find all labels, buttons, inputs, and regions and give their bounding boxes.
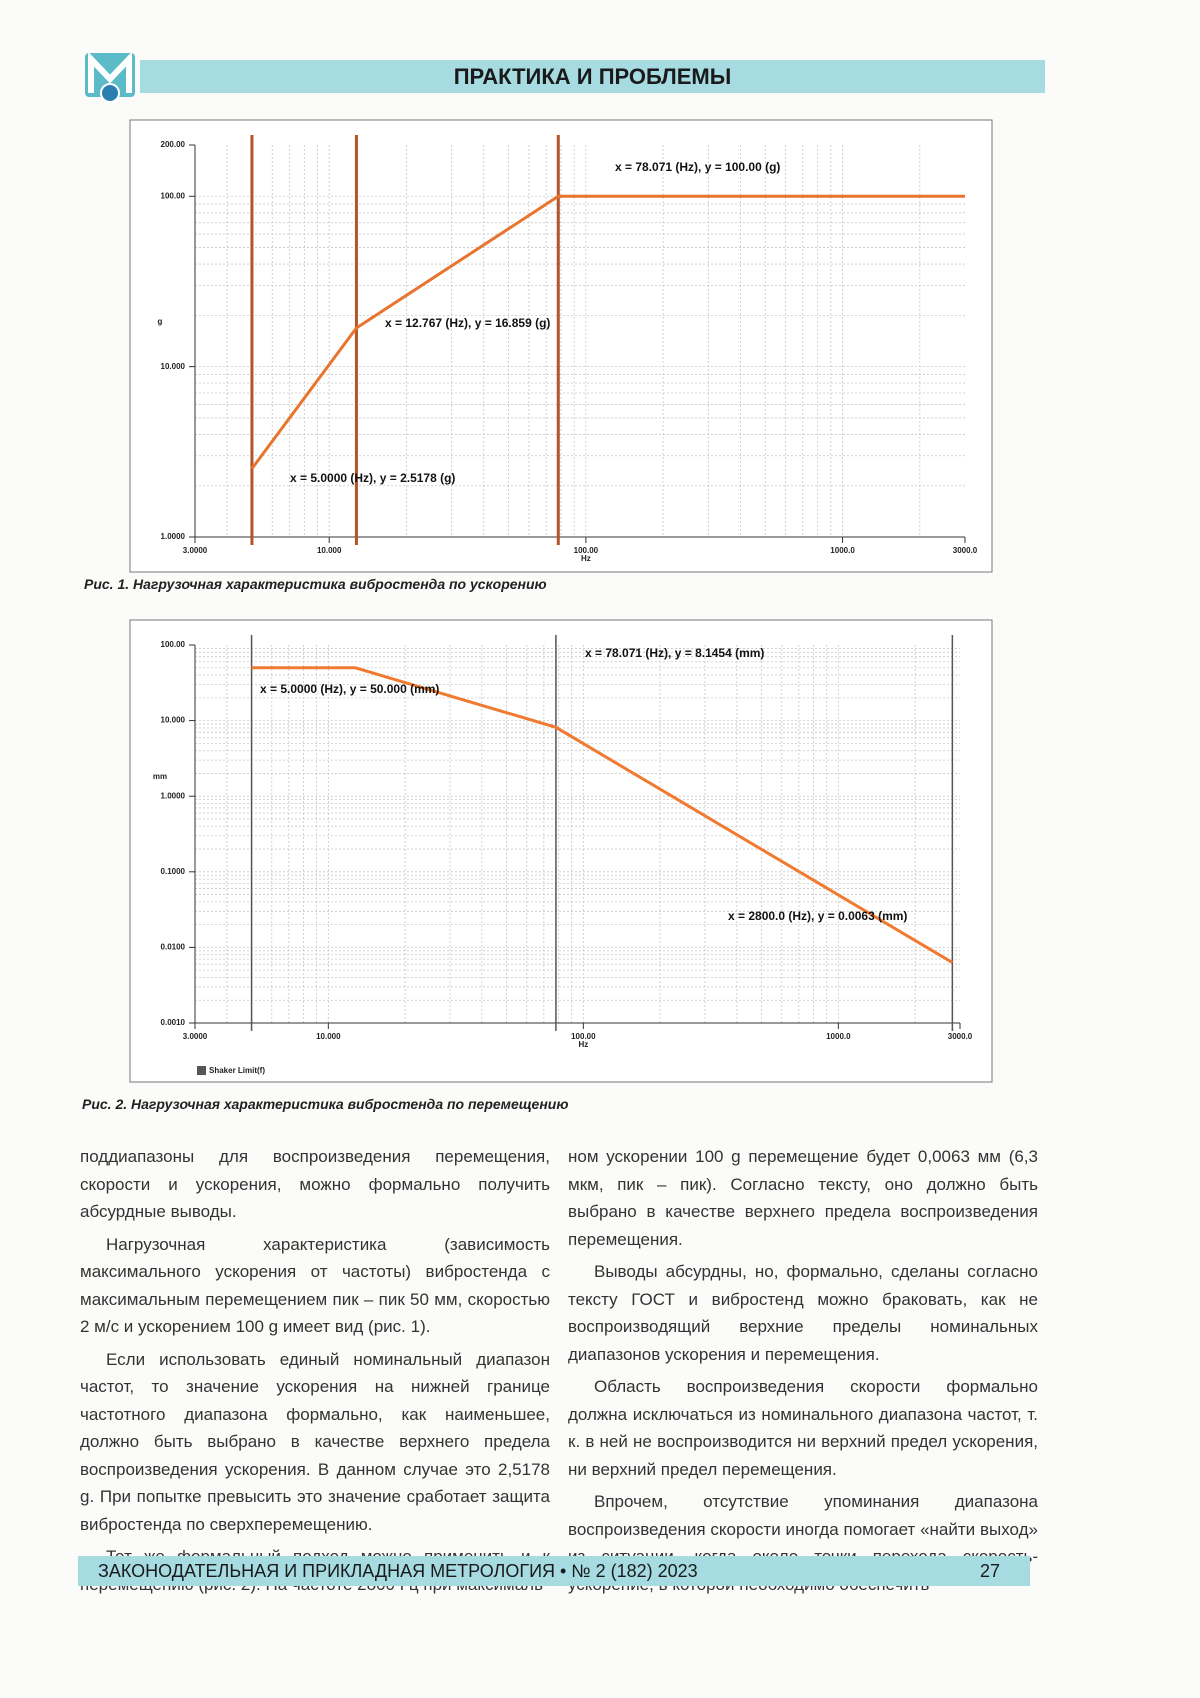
text-column: ном ускорении 100 g перемещение будет 0,…: [568, 1143, 1038, 1603]
annotation: x = 5.0000 (Hz), y = 2.5178 (g): [290, 471, 455, 485]
paragraph: Область воспроизведения скорости формаль…: [568, 1373, 1038, 1483]
y-tick-label: 0.0100: [161, 943, 186, 952]
text-column: поддиапазоны для воспроизведения перемещ…: [80, 1143, 550, 1603]
annotation: x = 2800.0 (Hz), y = 0.0063 (mm): [728, 909, 907, 923]
figure-caption: Рис. 2. Нагрузочная характеристика вибро…: [82, 1096, 568, 1112]
y-axis-label: mm: [153, 772, 167, 781]
x-axis-label: Hz: [578, 1040, 588, 1049]
y-tick-label: 10.000: [161, 362, 186, 371]
figure-caption: Рис. 1. Нагрузочная характеристика вибро…: [84, 576, 547, 592]
y-tick-label: 10.000: [161, 716, 186, 725]
annotation: x = 12.767 (Hz), y = 16.859 (g): [385, 316, 550, 330]
x-tick-label: 3000.0: [953, 546, 978, 555]
charts: 3.0000 10.000 100.00 1000.0 3000.0 1.0000 10.0…: [0, 0, 1200, 1100]
x-tick-label: 3000.0: [948, 1032, 973, 1041]
paragraph: ном ускорении 100 g перемещение будет 0,…: [568, 1143, 1038, 1253]
y-tick-label: 0.0010: [161, 1018, 186, 1027]
x-tick-label: 1000.0: [826, 1032, 851, 1041]
y-tick-label: 0.1000: [161, 867, 186, 876]
y-axis-label: g: [158, 317, 163, 326]
footer-journal: ЗАКОНОДАТЕЛЬНАЯ И ПРИКЛАДНАЯ МЕТРОЛОГИЯ …: [98, 1556, 698, 1586]
legend-swatch: [197, 1066, 206, 1075]
x-tick-label: 3.0000: [183, 1032, 208, 1041]
y-tick-label: 100.00: [161, 191, 186, 200]
y-tick-label: 200.00: [161, 140, 186, 149]
paragraph: Нагрузочная характеристика (зависимость …: [80, 1231, 550, 1341]
y-tick-label: 1.0000: [161, 532, 186, 541]
paragraph: Если использовать единый номинальный диа…: [80, 1346, 550, 1539]
x-tick-label: 10.000: [316, 1032, 341, 1041]
x-tick-label: 10.000: [317, 546, 342, 555]
y-tick-label: 1.0000: [161, 791, 186, 800]
annotation: x = 78.071 (Hz), y = 8.1454 (mm): [585, 646, 764, 660]
page-number: 27: [980, 1556, 1000, 1586]
annotation: x = 78.071 (Hz), y = 100.00 (g): [615, 160, 780, 174]
x-tick-label: 1000.0: [830, 546, 855, 555]
y-tick-label: 100.00: [161, 640, 186, 649]
paragraph: Выводы абсурдны, но, формально, сделаны …: [568, 1258, 1038, 1368]
x-axis-label: Hz: [581, 554, 591, 563]
paragraph: поддиапазоны для воспроизведения перемещ…: [80, 1143, 550, 1226]
annotation: x = 5.0000 (Hz), y = 50.000 (mm): [260, 682, 439, 696]
legend-entry: Shaker Limit(f): [209, 1066, 265, 1075]
x-tick-label: 3.0000: [183, 546, 208, 555]
